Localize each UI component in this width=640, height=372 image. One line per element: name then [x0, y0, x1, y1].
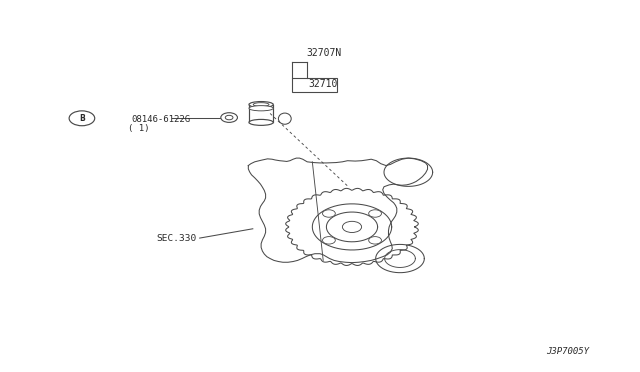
FancyBboxPatch shape — [292, 78, 337, 92]
Text: SEC.330: SEC.330 — [157, 234, 197, 243]
Ellipse shape — [278, 113, 291, 124]
Text: 08146-6122G: 08146-6122G — [131, 115, 190, 124]
Ellipse shape — [249, 119, 273, 125]
Circle shape — [323, 210, 335, 217]
Circle shape — [221, 113, 237, 122]
Ellipse shape — [253, 103, 269, 106]
Text: 32710: 32710 — [308, 79, 338, 89]
Ellipse shape — [249, 106, 273, 111]
Text: 32707N: 32707N — [306, 48, 341, 58]
Text: B: B — [79, 114, 84, 123]
Circle shape — [342, 221, 362, 232]
Circle shape — [69, 111, 95, 126]
Text: ( 1): ( 1) — [128, 124, 150, 133]
Circle shape — [225, 115, 233, 120]
Ellipse shape — [249, 102, 273, 108]
Circle shape — [323, 237, 335, 244]
Circle shape — [369, 237, 381, 244]
Circle shape — [369, 210, 381, 217]
Text: J3P7005Y: J3P7005Y — [546, 347, 589, 356]
